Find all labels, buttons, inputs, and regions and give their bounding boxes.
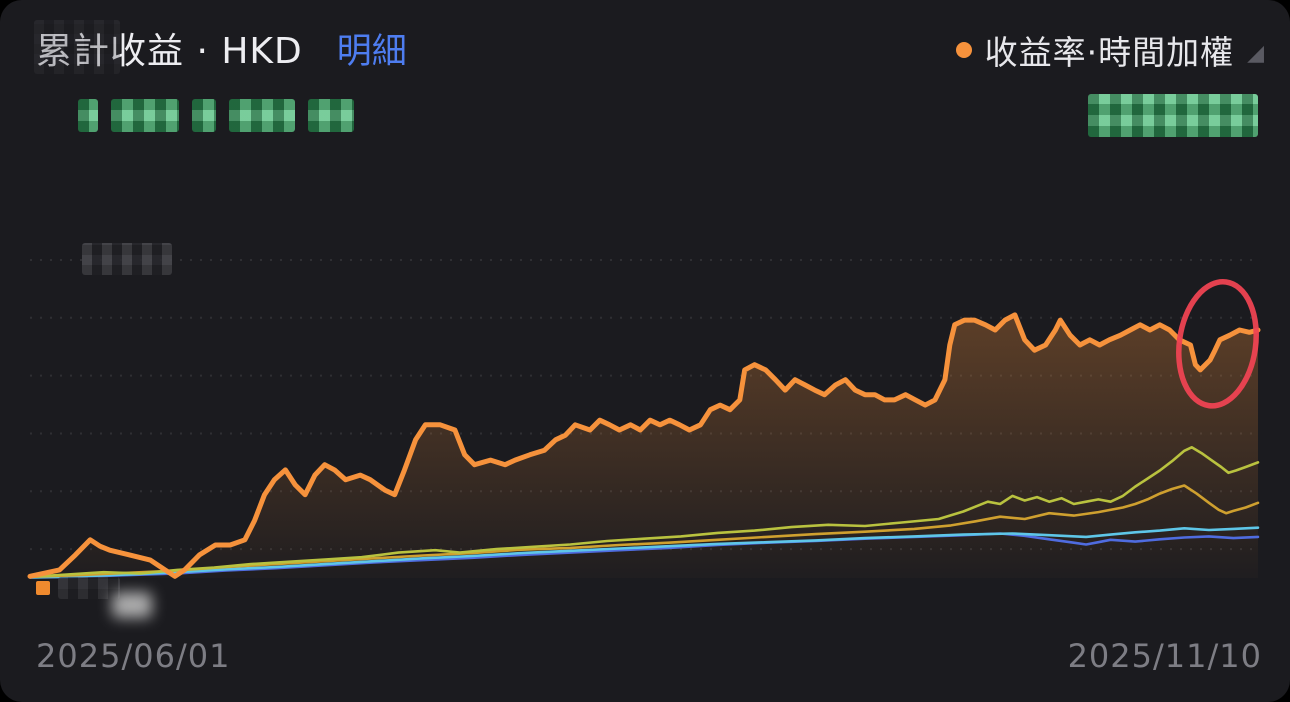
header-left: 累計收益 · HKD 明細 bbox=[36, 22, 407, 74]
redacted-axis-label bbox=[82, 243, 172, 275]
redacted-value bbox=[78, 99, 98, 132]
redacted-value bbox=[229, 99, 295, 132]
hand-drawn-circle-annotation bbox=[1176, 279, 1259, 409]
redacted-amounts-left bbox=[78, 99, 354, 132]
redacted-title-overlay bbox=[34, 20, 120, 74]
x-axis-end-date: 2025/11/10 bbox=[1067, 637, 1262, 675]
expand-icon[interactable]: ◢ bbox=[1247, 40, 1264, 66]
redacted-amounts-right bbox=[1088, 94, 1258, 137]
redacted-value bbox=[192, 99, 216, 132]
bottom-legend bbox=[36, 577, 120, 599]
detail-link[interactable]: 明細 bbox=[336, 32, 407, 72]
redacted-value bbox=[308, 99, 354, 132]
redacted-value bbox=[111, 99, 179, 132]
orange-square-marker-icon bbox=[36, 581, 50, 595]
legend-label: 收益率·時間加權 bbox=[984, 33, 1235, 72]
page-title: 累計收益 · HKD bbox=[36, 31, 303, 72]
x-axis-start-date: 2025/06/01 bbox=[36, 637, 231, 675]
legend-dot-icon bbox=[955, 42, 972, 58]
redacted-smudge bbox=[112, 592, 152, 618]
series-legend[interactable]: 收益率·時間加權 ◢ bbox=[955, 26, 1264, 74]
redacted-bottom-label bbox=[58, 577, 120, 599]
